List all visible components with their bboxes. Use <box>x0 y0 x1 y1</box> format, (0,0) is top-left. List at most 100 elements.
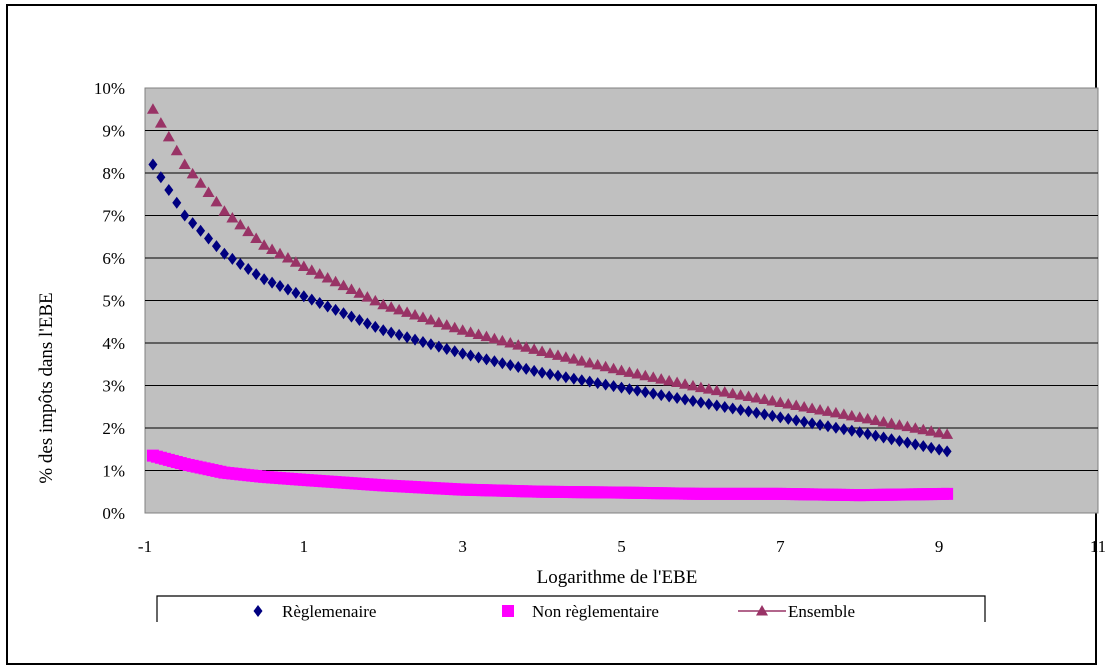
data-point <box>863 427 873 440</box>
data-point <box>901 420 914 432</box>
data-point <box>736 403 746 416</box>
y-axis-ticks: 0% 1% 2% 3% 4% 5% 6% 7% 8% 9% 10% <box>94 79 125 523</box>
data-point <box>575 355 588 366</box>
data-point <box>758 393 771 405</box>
series-layer <box>146 103 954 502</box>
data-point <box>275 280 285 293</box>
data-point <box>283 283 293 296</box>
data-point <box>466 349 476 362</box>
data-point <box>313 268 326 279</box>
data-point <box>686 379 699 391</box>
data-point <box>671 376 684 388</box>
data-point <box>259 273 269 286</box>
data-point <box>775 411 785 424</box>
data-point <box>521 362 531 375</box>
data-point <box>631 368 644 379</box>
y-axis-title: % des impôts dans l'EBE <box>36 292 57 483</box>
data-point <box>829 406 842 418</box>
data-point <box>442 342 452 355</box>
data-point <box>537 366 547 379</box>
data-point <box>243 263 253 276</box>
data-point <box>726 387 739 399</box>
data-point <box>815 418 825 431</box>
data-point <box>385 301 398 312</box>
data-point <box>242 225 255 237</box>
data-point <box>504 337 517 348</box>
data-point <box>585 375 595 388</box>
data-point <box>267 276 277 289</box>
data-point <box>148 158 158 171</box>
y-tick-label: 6% <box>102 249 125 268</box>
data-point <box>750 392 763 403</box>
data-point <box>933 426 946 438</box>
data-point <box>623 366 636 377</box>
data-point <box>917 423 930 435</box>
data-point <box>156 171 166 184</box>
data-point <box>710 384 723 396</box>
data-point <box>704 397 714 410</box>
data-point <box>798 400 811 412</box>
data-point <box>640 386 650 399</box>
data-point <box>194 177 207 188</box>
data-point <box>941 487 954 500</box>
data-point <box>569 372 579 385</box>
data-point <box>393 303 406 315</box>
y-tick-label: 7% <box>102 207 125 226</box>
data-point <box>512 339 525 350</box>
data-point <box>178 158 191 169</box>
data-point <box>648 387 658 400</box>
data-point <box>694 381 707 393</box>
x-axis-title: Logarithme de l'EBE <box>537 567 698 588</box>
data-point <box>672 392 682 405</box>
data-point <box>289 256 302 267</box>
data-point <box>656 389 666 402</box>
data-point <box>712 399 722 412</box>
data-point <box>401 306 414 317</box>
data-point <box>617 381 626 394</box>
data-point <box>434 340 444 353</box>
data-point <box>887 433 897 446</box>
data-point <box>791 414 801 427</box>
data-point <box>799 415 809 428</box>
data-point <box>783 412 793 425</box>
y-tick-label: 2% <box>102 419 125 438</box>
data-point <box>235 257 245 270</box>
data-point <box>720 400 730 413</box>
data-point <box>266 243 279 254</box>
data-point <box>448 321 461 333</box>
data-point <box>226 212 239 223</box>
data-point <box>170 144 183 156</box>
data-point <box>702 383 715 394</box>
data-point <box>450 345 460 358</box>
data-point <box>861 412 874 424</box>
data-point <box>744 405 754 418</box>
data-point <box>164 184 174 196</box>
data-point <box>655 373 668 384</box>
data-point <box>624 383 634 396</box>
data-point <box>346 310 356 323</box>
data-point <box>583 356 596 368</box>
data-point <box>307 293 317 306</box>
data-point <box>728 402 738 415</box>
data-point <box>329 275 342 287</box>
data-point <box>416 311 429 322</box>
y-tick-label: 8% <box>102 164 125 183</box>
y-tick-label: 5% <box>102 292 125 311</box>
data-point <box>474 351 484 364</box>
data-point <box>305 264 318 275</box>
data-point <box>879 431 889 444</box>
data-point <box>513 361 523 374</box>
x-tick-label: 9 <box>935 537 944 556</box>
data-point <box>942 445 952 458</box>
data-point <box>505 359 515 372</box>
data-point <box>577 374 587 387</box>
legend-marker <box>502 605 514 617</box>
data-point <box>696 396 706 409</box>
data-point <box>639 369 652 381</box>
data-point <box>281 252 294 263</box>
data-point <box>902 436 912 449</box>
data-point <box>545 368 555 381</box>
data-point <box>893 419 906 430</box>
data-point <box>607 362 620 374</box>
x-axis-ticks: -1 1 3 5 7 9 11 <box>138 537 1105 556</box>
